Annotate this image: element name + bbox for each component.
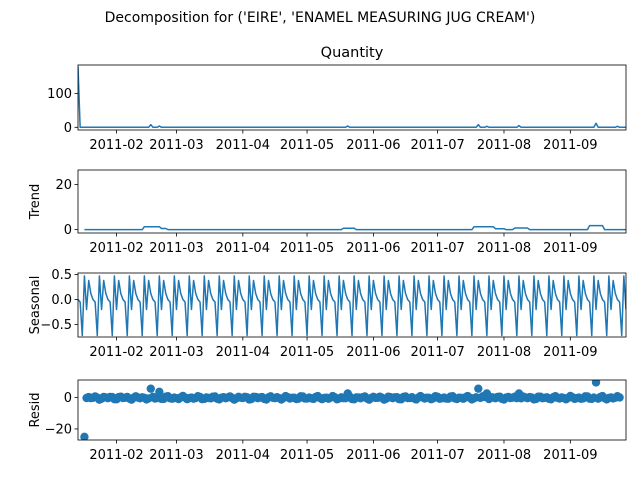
x-tick-label: 2011-08 <box>477 448 531 463</box>
x-tick-label: 2011-07 <box>410 138 464 153</box>
y-tick-label: −0.5 <box>40 318 72 333</box>
series-line-observed <box>78 66 626 129</box>
x-tick-label: 2011-09 <box>543 448 597 463</box>
resid-point <box>615 393 624 402</box>
y-axis-label: Trend <box>28 184 43 221</box>
x-tick-label: 2011-04 <box>216 345 270 360</box>
resid-point <box>146 384 155 393</box>
panel-frame <box>77 272 627 338</box>
x-tick-label: 2011-08 <box>477 241 531 256</box>
x-tick-label: 2011-06 <box>346 448 400 463</box>
resid-point <box>155 387 164 397</box>
y-tick-label: 100 <box>47 87 72 102</box>
y-tick-label: 0.5 <box>51 268 72 283</box>
resid-point <box>591 380 601 387</box>
panel-trend: 0 20 2011-02 2011-03 2011-04 2011-05 2011-06 20… <box>28 169 627 256</box>
x-tick-label: 2011-07 <box>410 241 464 256</box>
x-tick-label: 2011-03 <box>149 345 203 360</box>
y-tick-label: −20 <box>45 422 72 437</box>
x-tick-label: 2011-08 <box>477 138 531 153</box>
plot-area-trend <box>84 224 626 231</box>
figure-suptitle: Decomposition for ('EIRE', 'ENAMEL MEASU… <box>105 10 536 26</box>
x-tick-label: 2011-07 <box>410 345 464 360</box>
x-tick-label: 2011-04 <box>216 241 270 256</box>
x-tick-label: 2011-07 <box>410 448 464 463</box>
x-tick-label: 2011-04 <box>216 448 270 463</box>
y-tick-label: 20 <box>55 178 72 193</box>
panel-frame <box>77 169 627 234</box>
x-tick-label: 2011-06 <box>346 345 400 360</box>
y-axis-label: Seasonal <box>28 276 43 335</box>
series-line-trend <box>84 224 626 231</box>
x-tick-label: 2011-02 <box>89 241 143 256</box>
y-tick-label: 0.0 <box>51 293 72 308</box>
series-line-seasonal <box>78 275 626 337</box>
x-tick-label: 2011-02 <box>89 138 143 153</box>
x-tick-label: 2011-06 <box>346 138 400 153</box>
panel-frame <box>77 64 627 131</box>
panel-seasonal: 0.5 0.0 −0.5 2011-02 2011-03 2011-04 2011-05 20… <box>28 268 627 360</box>
x-tick-label: 2011-05 <box>280 448 334 463</box>
x-tick-label: 2011-05 <box>280 345 334 360</box>
x-tick-label: 2011-06 <box>346 241 400 256</box>
y-tick-label: 0 <box>64 391 72 406</box>
panel-observed: 0 100 2011-02 2011-03 2011-04 2011-05 2011-06 2… <box>47 45 627 153</box>
y-axis-label: Resid <box>28 392 43 427</box>
x-tick-label: 2011-03 <box>149 138 203 153</box>
x-tick-label: 2011-03 <box>149 241 203 256</box>
resid-point <box>80 432 89 440</box>
y-tick-label: 0 <box>64 121 72 136</box>
x-tick-label: 2011-08 <box>477 345 531 360</box>
panel-resid: 0 −20 2011-02 2011-03 2011-04 2011-05 2011-06 2… <box>28 379 627 463</box>
plot-area-seasonal <box>78 275 626 337</box>
x-tick-label: 2011-09 <box>543 138 597 153</box>
x-tick-label: 2011-05 <box>280 241 334 256</box>
x-tick-label: 2011-05 <box>280 138 334 153</box>
x-tick-label: 2011-03 <box>149 448 203 463</box>
panels-container: 0 100 2011-02 2011-03 2011-04 2011-05 2011-06 2… <box>28 45 627 463</box>
x-tick-label: 2011-09 <box>543 241 597 256</box>
x-tick-label: 2011-09 <box>543 345 597 360</box>
plot-area-observed <box>78 66 626 129</box>
y-tick-label: 0 <box>64 223 72 238</box>
x-tick-label: 2011-04 <box>216 138 270 153</box>
x-tick-label: 2011-02 <box>89 345 143 360</box>
resid-point <box>474 384 483 393</box>
panel-frame <box>77 379 627 441</box>
plot-area-resid <box>80 380 624 440</box>
panel-title: Quantity <box>321 45 384 61</box>
x-tick-label: 2011-02 <box>89 448 143 463</box>
